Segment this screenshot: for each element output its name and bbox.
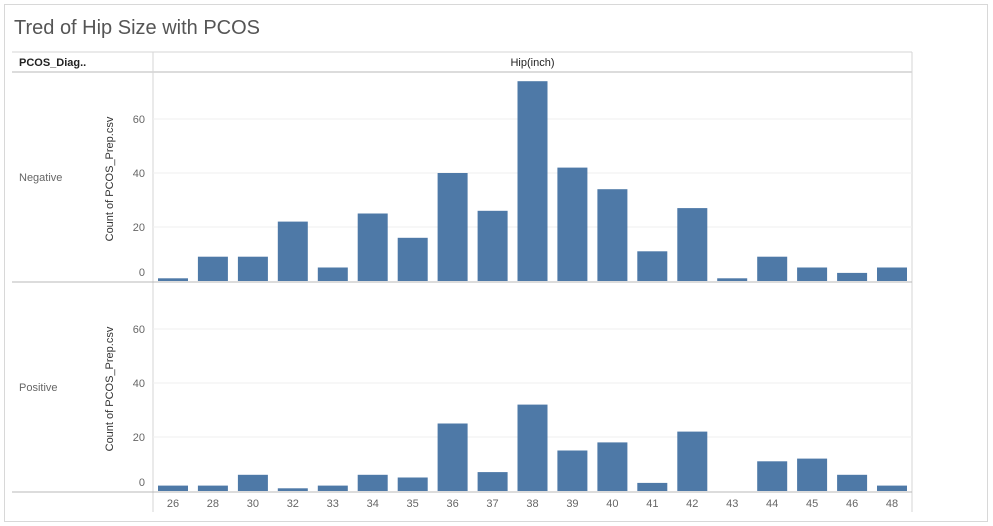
row-label-negative: Negative [19,172,62,184]
bar-negative-44 [757,256,788,281]
bar-negative-39 [557,167,588,281]
bar-positive-32 [277,488,308,491]
bar-positive-33 [317,485,348,491]
bar-positive-37 [477,472,508,491]
bar-negative-42 [677,208,708,281]
bar-positive-46 [837,474,868,491]
bar-negative-40 [597,189,628,281]
bar-negative-41 [637,251,668,281]
x-tick-label: 38 [526,498,538,510]
x-tick-label: 37 [486,498,498,510]
y-axis-title: Count of PCOS_Prep.csv [104,326,116,451]
x-tick-label: 46 [846,498,858,510]
bar-positive-42 [677,431,708,491]
y-tick-label: 20 [133,432,145,444]
bar-negative-26 [158,278,188,281]
y-tick-label: 20 [133,222,145,234]
y-tick-label: 60 [133,324,145,336]
bar-positive-36 [437,423,468,491]
y-tick-label: 40 [133,378,145,390]
x-tick-label: 39 [566,498,578,510]
bar-negative-33 [317,267,348,281]
bar-negative-43 [717,278,748,281]
bar-negative-48 [877,267,907,281]
x-tick-label: 45 [806,498,818,510]
bar-negative-34 [357,213,388,281]
bar-positive-39 [557,450,588,491]
bar-positive-35 [397,477,428,491]
bar-positive-38 [517,404,548,491]
x-tick-label: 26 [167,498,179,510]
y-tick-label: 60 [133,114,145,126]
bar-positive-41 [637,482,668,491]
y-tick-label: 0 [139,477,145,489]
bar-negative-36 [437,173,468,281]
bar-negative-28 [197,256,228,281]
x-tick-label: 28 [207,498,219,510]
row-label-positive: Positive [19,382,58,394]
bar-positive-34 [357,474,388,491]
x-tick-label: 42 [686,498,698,510]
bar-positive-28 [197,485,228,491]
bar-negative-35 [397,237,428,281]
bar-positive-26 [158,485,188,491]
column-header: Hip(inch) [510,57,554,69]
x-tick-label: 41 [646,498,658,510]
bar-negative-38 [517,81,548,281]
bar-positive-44 [757,461,788,491]
y-axis-title: Count of PCOS_Prep.csv [104,116,116,241]
bar-negative-32 [277,221,308,281]
bar-negative-46 [837,272,868,281]
x-tick-label: 43 [726,498,738,510]
bar-negative-30 [237,256,268,281]
y-tick-label: 0 [139,267,145,279]
bar-positive-40 [597,442,628,491]
x-tick-label: 33 [327,498,339,510]
x-tick-label: 40 [606,498,618,510]
bar-negative-45 [797,267,828,281]
x-tick-label: 32 [287,498,299,510]
x-tick-label: 34 [367,498,379,510]
x-tick-label: 44 [766,498,778,510]
chart-title: Tred of Hip Size with PCOS [14,17,261,39]
x-tick-label: 35 [407,498,419,510]
x-tick-label: 48 [886,498,898,510]
bar-positive-30 [237,474,268,491]
x-tick-label: 30 [247,498,259,510]
bar-negative-37 [477,210,508,281]
y-tick-label: 40 [133,168,145,180]
row-header: PCOS_Diag.. [19,57,86,69]
chart-frame [4,4,988,522]
bar-positive-48 [877,485,907,491]
x-tick-label: 36 [446,498,458,510]
bar-positive-45 [797,458,828,491]
